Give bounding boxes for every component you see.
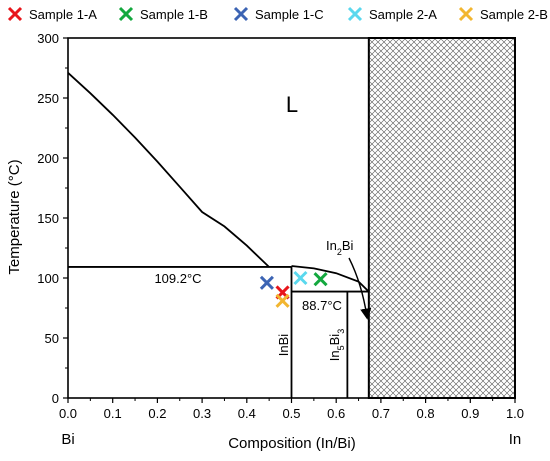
in2bi-arrow — [348, 257, 372, 320]
x-end-label-bi: Bi — [61, 431, 74, 448]
liquidus-in-side-line — [291, 265, 370, 293]
legend-label-5: Sample 2-B — [480, 7, 548, 22]
plot-area: L 109.2°C 88.7°C InBi In5Bi3 In2Bi — [67, 37, 516, 399]
label-in5bi3: In5Bi3 — [327, 329, 346, 361]
legend-label-2: Sample 1-B — [140, 7, 208, 22]
y-axis: 0 50 100 150 200 250 300 — [37, 31, 68, 406]
legend-marker-2 — [118, 6, 134, 22]
y-tick-label: 100 — [37, 271, 59, 286]
legend-marker-5 — [458, 6, 474, 22]
y-axis-label: Temperature (°C) — [6, 159, 23, 274]
legend-marker-3 — [233, 6, 249, 22]
legend-label-1: Sample 1-A — [29, 7, 97, 22]
legend-label-4: Sample 2-A — [369, 7, 437, 22]
x-tick-label: 0.7 — [372, 406, 390, 421]
label-peritectic-temp: 88.7°C — [302, 298, 342, 313]
y-tick-label: 200 — [37, 151, 59, 166]
x-tick-label: 0.2 — [148, 406, 166, 421]
x-tick-label: 0.8 — [417, 406, 435, 421]
x-tick-label: 0.6 — [327, 406, 345, 421]
marker-sample-5 — [275, 293, 290, 308]
legend-marker-4 — [347, 6, 363, 22]
x-tick-label: 0.3 — [193, 406, 211, 421]
marker-sample-3 — [259, 275, 274, 290]
x-tick-label: 0.9 — [461, 406, 479, 421]
label-in2bi: In2Bi — [326, 238, 354, 257]
legend-marker-1 — [7, 6, 23, 22]
x-tick-label: 0.1 — [104, 406, 122, 421]
y-tick-label: 250 — [37, 91, 59, 106]
y-tick-label: 300 — [37, 31, 59, 46]
x-tick-label: 1.0 — [506, 406, 524, 421]
x-axis: 0.0 0.1 0.2 0.3 0.4 0.5 0.6 0.7 0.8 0.9 1.0 — [59, 398, 524, 421]
marker-sample-2 — [313, 272, 328, 287]
x-tick-label: 0.0 — [59, 406, 77, 421]
marker-sample-4 — [293, 270, 308, 286]
label-liquid: L — [286, 92, 298, 117]
x-tick-label: 0.5 — [282, 406, 300, 421]
x-tick-label: 0.4 — [238, 406, 256, 421]
legend-label-3: Sample 1-C — [255, 7, 324, 22]
legend: Sample 1-A Sample 1-B Sample 1-C Sample 2-A… — [7, 6, 548, 22]
y-tick-label: 50 — [45, 331, 59, 346]
y-tick-label: 150 — [37, 211, 59, 226]
label-inbi: InBi — [276, 334, 291, 357]
x-axis-label: Composition (In/Bi) — [228, 435, 356, 452]
label-eutectic-temp: 109.2°C — [154, 271, 201, 286]
y-tick-label: 0 — [52, 391, 59, 406]
hatched-region — [367, 37, 516, 399]
liquidus-bi-side-line — [67, 72, 270, 268]
x-end-label-in: In — [509, 431, 522, 448]
